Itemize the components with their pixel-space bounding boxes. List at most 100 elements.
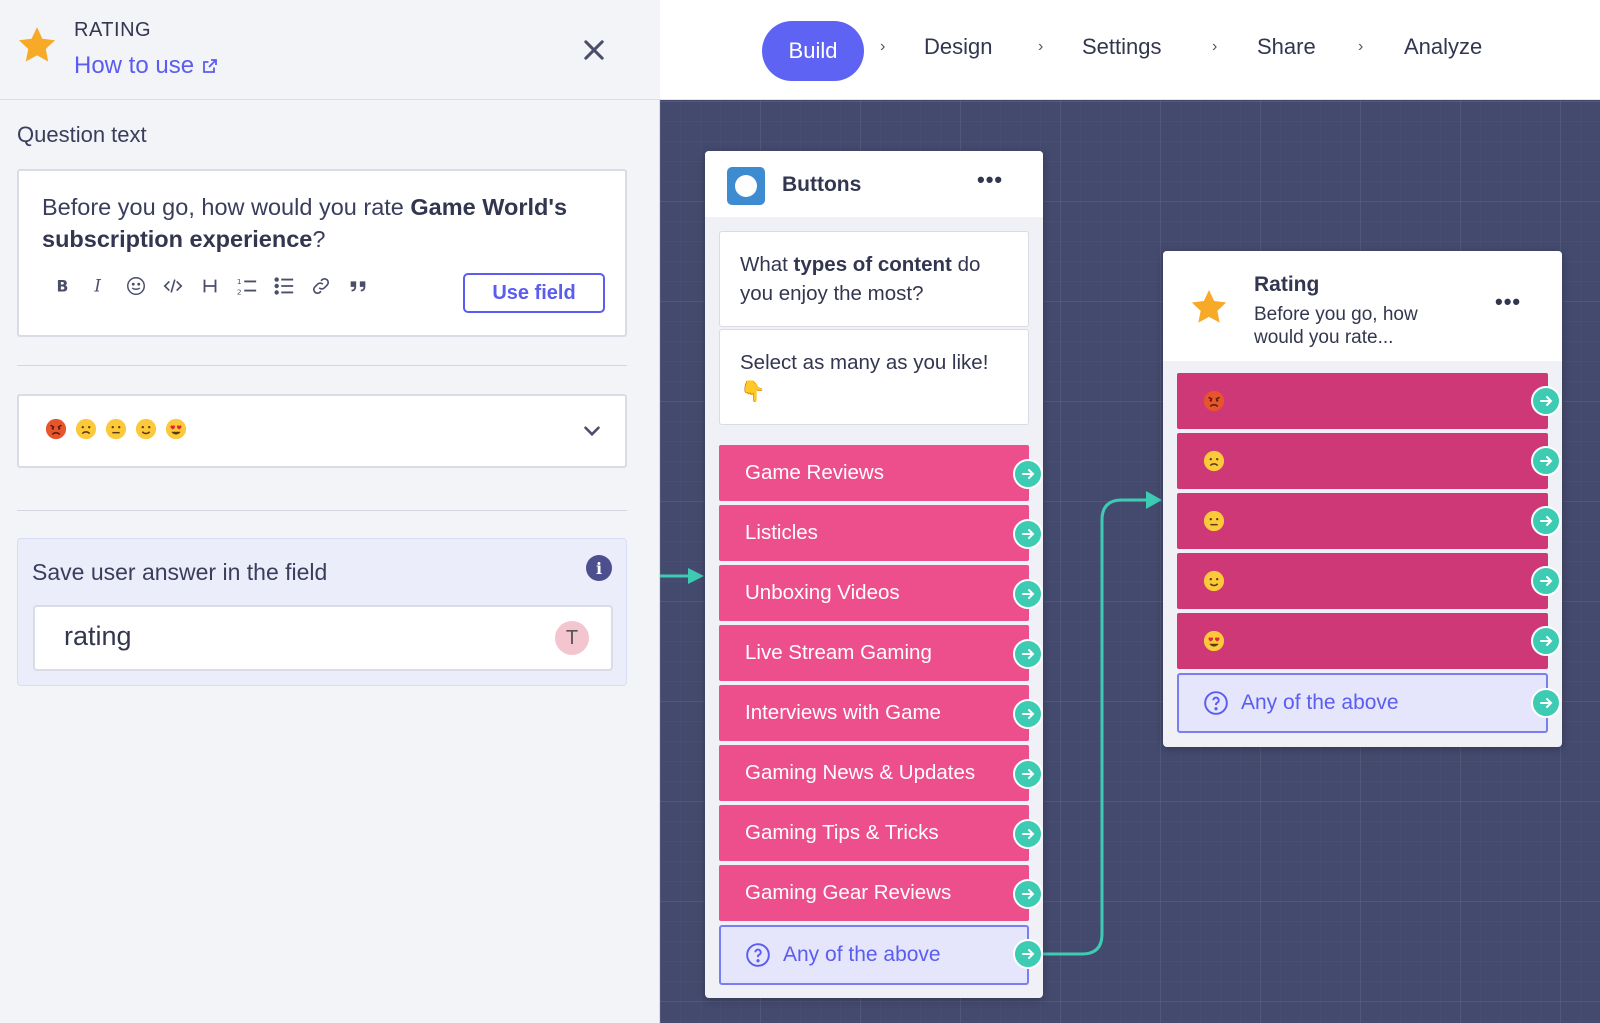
- message-part: do you enjoy the most?: [740, 253, 981, 305]
- message-bubble[interactable]: What types of content do you enjoy the m…: [719, 231, 1029, 327]
- question-text-part: Before you go, how would you rate: [42, 194, 411, 220]
- rating-option-frowning[interactable]: [1177, 433, 1548, 489]
- quote-icon[interactable]: [345, 273, 370, 298]
- option-button[interactable]: Listicles: [719, 505, 1029, 561]
- question-text-bold: Game World's subscription experience: [42, 194, 568, 252]
- connector-arrow-icon[interactable]: [1531, 506, 1561, 536]
- bold-icon[interactable]: B: [49, 273, 74, 298]
- rating-option-heart-eyes[interactable]: [1177, 613, 1548, 669]
- any-of-the-above-label: Any of the above: [1241, 691, 1399, 714]
- tab-analyze[interactable]: Analyze: [1404, 34, 1483, 59]
- close-icon[interactable]: [580, 36, 608, 64]
- question-text[interactable]: Before you go, how would you rate Game W…: [42, 191, 602, 255]
- external-link-icon: [203, 59, 217, 73]
- heart-eyes-face-icon: [165, 418, 187, 440]
- code-icon[interactable]: [160, 273, 185, 298]
- heading-icon[interactable]: [197, 273, 222, 298]
- rating-block[interactable]: Rating Before you go, how would you rate…: [1163, 251, 1562, 747]
- use-field-button[interactable]: Use field: [463, 273, 605, 313]
- smiling-face-icon: [135, 418, 157, 440]
- question-circle-icon: [746, 943, 770, 967]
- buttons-block-header: Buttons •••: [705, 151, 1043, 217]
- connector-arrow-icon[interactable]: [1013, 519, 1043, 549]
- nav-separator: ›: [880, 38, 886, 55]
- question-editor[interactable]: Before you go, how would you rate Game W…: [17, 169, 627, 337]
- smiling-face-icon: [1203, 570, 1225, 592]
- save-answer-section: Save user answer in the field i rating T: [17, 538, 627, 686]
- any-of-the-above-button[interactable]: Any of the above: [1177, 673, 1548, 733]
- heart-eyes-face-icon: [1203, 630, 1225, 652]
- neutral-face-icon: [105, 418, 127, 440]
- option-button[interactable]: Gaming Gear Reviews: [719, 865, 1029, 921]
- rating-option-angry[interactable]: [1177, 373, 1548, 429]
- info-icon[interactable]: i: [586, 555, 612, 581]
- connector-arrow-icon[interactable]: [1531, 386, 1561, 416]
- rating-block-subtitle: Before you go, how would you rate...: [1254, 304, 1418, 348]
- save-field-value: rating: [64, 621, 132, 651]
- connector-arrow-icon[interactable]: [1531, 566, 1561, 596]
- rating-block-header: Rating Before you go, how would you rate…: [1163, 251, 1562, 361]
- bullet-list-icon[interactable]: [271, 273, 296, 298]
- question-text-label: Question text: [17, 122, 147, 147]
- nav-separator: ›: [1212, 38, 1218, 55]
- connector-arrow-icon[interactable]: [1013, 699, 1043, 729]
- connector-arrow-icon[interactable]: [1531, 688, 1561, 718]
- option-button[interactable]: Game Reviews: [719, 445, 1029, 501]
- option-button[interactable]: Gaming News & Updates: [719, 745, 1029, 801]
- option-button[interactable]: Live Stream Gaming: [719, 625, 1029, 681]
- connector-arrow-icon[interactable]: [1013, 579, 1043, 609]
- any-of-the-above-button[interactable]: Any of the above: [719, 925, 1029, 985]
- angry-face-icon: [1203, 390, 1225, 412]
- more-options-icon[interactable]: •••: [1495, 289, 1522, 314]
- option-button[interactable]: Interviews with Game: [719, 685, 1029, 741]
- buttons-block[interactable]: Buttons ••• What types of content do you…: [705, 151, 1043, 998]
- connector-arrow-icon[interactable]: [1013, 639, 1043, 669]
- italic-icon[interactable]: I: [86, 273, 111, 298]
- nav-separator: ›: [1358, 38, 1364, 55]
- emoji-icon[interactable]: [123, 273, 148, 298]
- how-to-use-link[interactable]: How to use: [74, 52, 218, 80]
- connector-arrow-icon[interactable]: [1531, 626, 1561, 656]
- tab-design[interactable]: Design: [924, 34, 993, 59]
- connector-arrow-icon[interactable]: [1531, 446, 1561, 476]
- option-button[interactable]: Unboxing Videos: [719, 565, 1029, 621]
- tab-settings[interactable]: Settings: [1082, 34, 1162, 59]
- chevron-down-icon[interactable]: [579, 418, 605, 444]
- link-icon[interactable]: [308, 273, 333, 298]
- connector-arrow-icon[interactable]: [1013, 939, 1043, 969]
- neutral-face-icon: [1203, 510, 1225, 532]
- svg-text:B: B: [56, 277, 68, 295]
- frowning-face-icon: [75, 418, 97, 440]
- how-to-use-label: How to use: [74, 52, 195, 79]
- message-bubble[interactable]: Select as many as you like! 👇: [719, 329, 1029, 425]
- rating-option-smiling[interactable]: [1177, 553, 1548, 609]
- svg-text:2: 2: [236, 287, 241, 296]
- settings-panel: RATING How to use Question text Before y…: [0, 0, 660, 1023]
- connector-arrow-icon[interactable]: [1013, 879, 1043, 909]
- connector-arrow-icon[interactable]: [1013, 759, 1043, 789]
- question-text-end: ?: [312, 226, 326, 252]
- connector-arrow-icon[interactable]: [1013, 459, 1043, 489]
- save-field-input[interactable]: rating T: [33, 605, 613, 671]
- message-part: What: [740, 253, 794, 276]
- divider: [17, 510, 627, 511]
- panel-header: RATING How to use: [0, 0, 660, 100]
- rating-option-neutral[interactable]: [1177, 493, 1548, 549]
- star-icon: [18, 27, 56, 62]
- rating-block-title: Rating: [1254, 273, 1320, 296]
- field-type-badge: T: [555, 621, 589, 655]
- connector-arrow-icon[interactable]: [1013, 819, 1043, 849]
- tab-build[interactable]: Build: [762, 21, 864, 81]
- star-icon: [1191, 290, 1227, 323]
- rating-scale-select[interactable]: [17, 394, 627, 468]
- tab-share[interactable]: Share: [1257, 34, 1316, 59]
- svg-text:1: 1: [236, 277, 241, 286]
- angry-face-icon: [45, 418, 67, 440]
- top-nav: Build › Design › Settings › Share › Anal…: [660, 0, 1600, 100]
- save-answer-label: Save user answer in the field: [32, 559, 328, 585]
- any-of-the-above-label: Any of the above: [783, 943, 941, 966]
- option-button[interactable]: Gaming Tips & Tricks: [719, 805, 1029, 861]
- more-options-icon[interactable]: •••: [977, 167, 1004, 192]
